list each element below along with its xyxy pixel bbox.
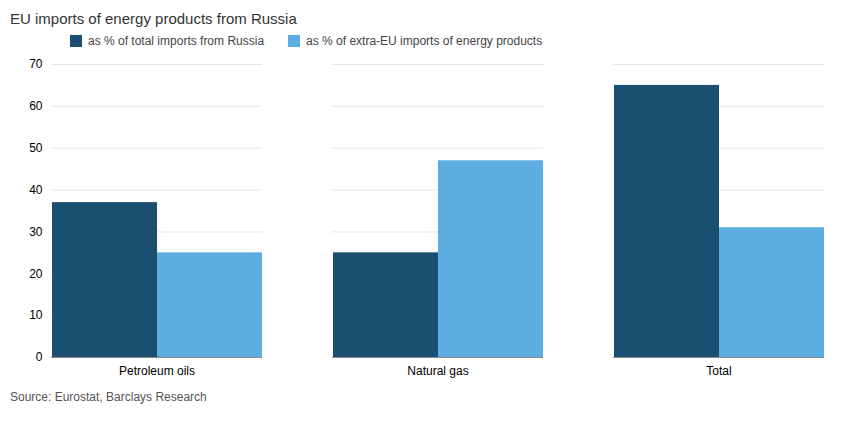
html-text:Source: Eurostat, Barclays Res: Source: Eurostat, Barclays Research bbox=[10, 390, 207, 404]
svg-text:0: 0 bbox=[36, 350, 43, 364]
svg-text:10: 10 bbox=[29, 308, 43, 322]
svg-text:20: 20 bbox=[29, 267, 43, 281]
svg-text:Total: Total bbox=[706, 364, 731, 378]
html-text:EU imports of energy products: EU imports of energy products from Russi… bbox=[10, 10, 297, 27]
html-text:as % of total imports from Rus: as % of total imports from Russia bbox=[88, 34, 265, 48]
svg-text:70: 70 bbox=[29, 57, 43, 71]
svg-text:50: 50 bbox=[29, 141, 43, 155]
html-text:as % of extra-EU imports of en: as % of extra-EU imports of energy produ… bbox=[306, 34, 543, 48]
svg-text:30: 30 bbox=[29, 225, 43, 239]
svg-text:60: 60 bbox=[29, 99, 43, 113]
svg-text:Petroleum oils: Petroleum oils bbox=[119, 364, 195, 378]
svg-text:40: 40 bbox=[29, 183, 43, 197]
svg-text:Natural gas: Natural gas bbox=[407, 364, 468, 378]
